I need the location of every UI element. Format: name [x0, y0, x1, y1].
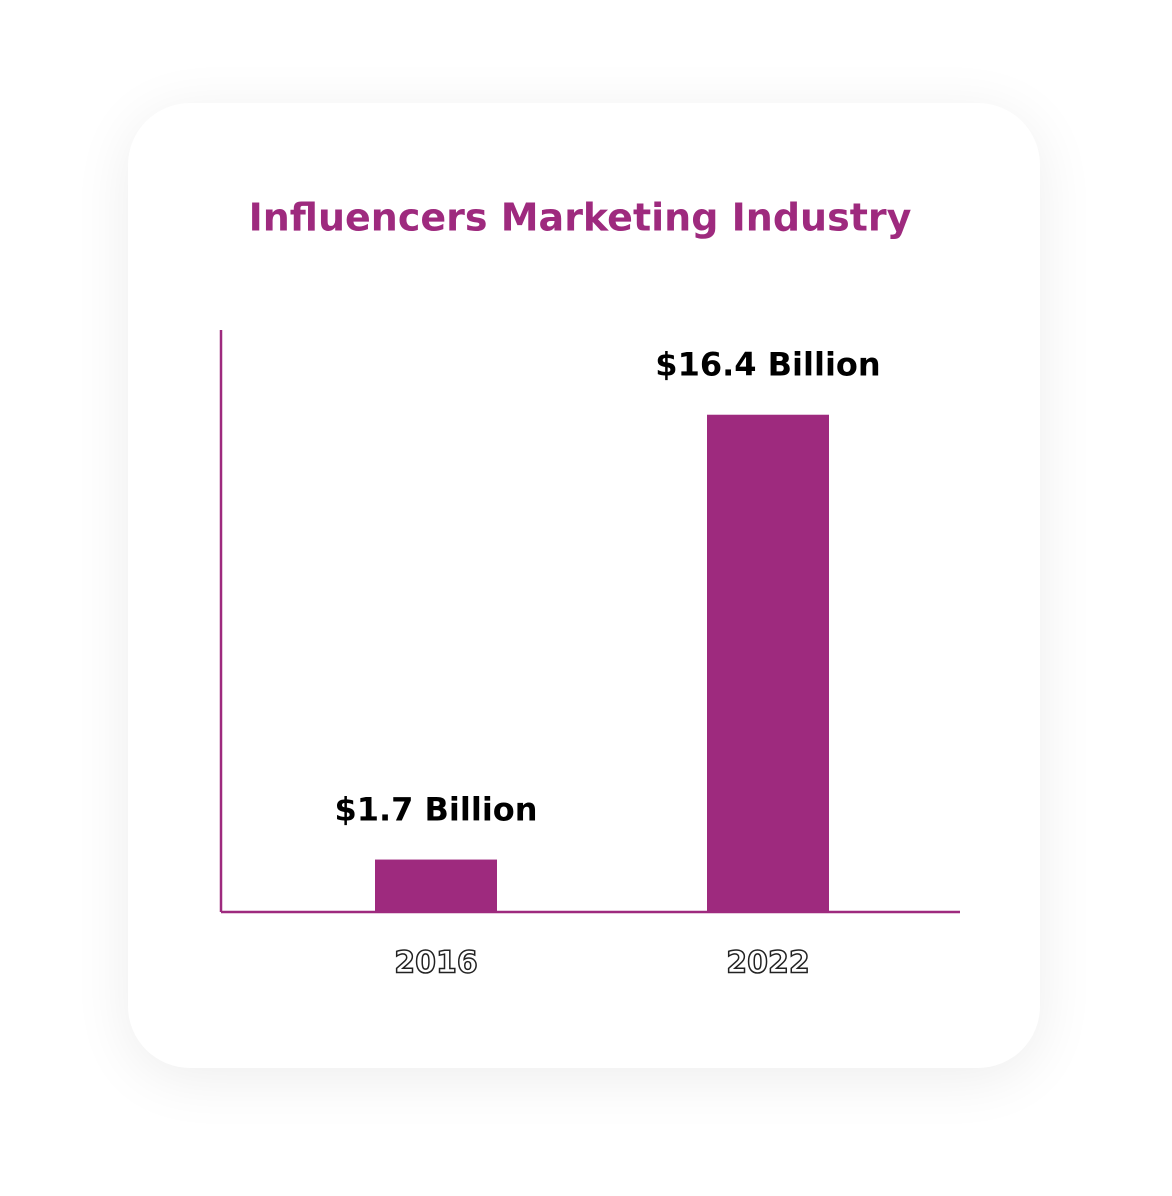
x-tick-label: 2022 [726, 946, 810, 981]
card [128, 103, 1040, 1068]
chart-title: Influencers Marketing Industry [249, 196, 912, 240]
value-label: $1.7 Billion [334, 791, 537, 829]
bar [707, 414, 829, 911]
x-tick-label: 2016 [394, 946, 478, 981]
value-label: $16.4 Billion [655, 346, 880, 384]
bar [375, 859, 497, 911]
